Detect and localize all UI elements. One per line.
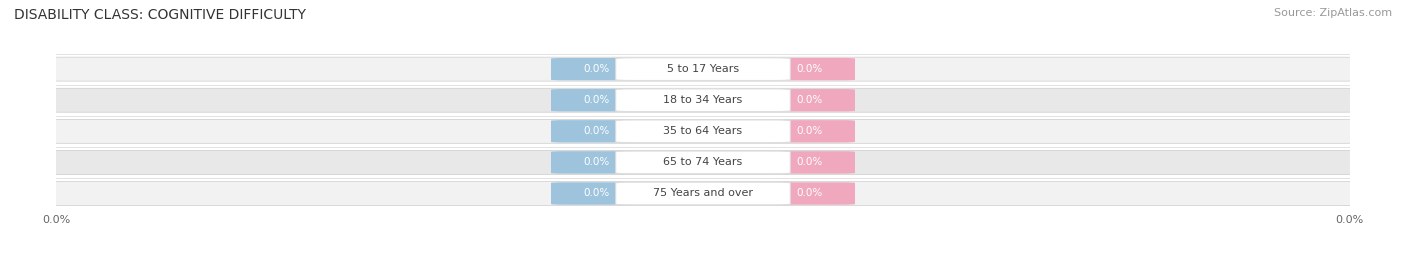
Text: 0.0%: 0.0%: [583, 188, 609, 199]
FancyBboxPatch shape: [616, 58, 790, 80]
Text: Source: ZipAtlas.com: Source: ZipAtlas.com: [1274, 8, 1392, 18]
Text: DISABILITY CLASS: COGNITIVE DIFFICULTY: DISABILITY CLASS: COGNITIVE DIFFICULTY: [14, 8, 307, 22]
FancyBboxPatch shape: [616, 89, 790, 111]
FancyBboxPatch shape: [46, 88, 1360, 112]
Text: 5 to 17 Years: 5 to 17 Years: [666, 64, 740, 74]
Legend: Male, Female: Male, Female: [644, 265, 762, 268]
Text: 0.0%: 0.0%: [583, 64, 609, 74]
Text: 0.0%: 0.0%: [583, 95, 609, 105]
Text: 35 to 64 Years: 35 to 64 Years: [664, 126, 742, 136]
FancyBboxPatch shape: [551, 58, 641, 80]
FancyBboxPatch shape: [616, 182, 790, 205]
FancyBboxPatch shape: [765, 151, 855, 174]
Text: 75 Years and over: 75 Years and over: [652, 188, 754, 199]
Text: 0.0%: 0.0%: [797, 64, 823, 74]
Text: 18 to 34 Years: 18 to 34 Years: [664, 95, 742, 105]
Text: 0.0%: 0.0%: [797, 188, 823, 199]
FancyBboxPatch shape: [616, 120, 790, 143]
FancyBboxPatch shape: [46, 181, 1360, 206]
Text: 0.0%: 0.0%: [797, 95, 823, 105]
FancyBboxPatch shape: [551, 120, 641, 143]
FancyBboxPatch shape: [46, 150, 1360, 174]
FancyBboxPatch shape: [46, 57, 1360, 81]
Text: 0.0%: 0.0%: [583, 157, 609, 168]
Text: 65 to 74 Years: 65 to 74 Years: [664, 157, 742, 168]
Text: 0.0%: 0.0%: [583, 126, 609, 136]
FancyBboxPatch shape: [616, 151, 790, 174]
FancyBboxPatch shape: [551, 182, 641, 205]
FancyBboxPatch shape: [551, 89, 641, 111]
FancyBboxPatch shape: [46, 119, 1360, 143]
FancyBboxPatch shape: [765, 182, 855, 205]
Text: 0.0%: 0.0%: [797, 157, 823, 168]
FancyBboxPatch shape: [551, 151, 641, 174]
FancyBboxPatch shape: [765, 120, 855, 143]
FancyBboxPatch shape: [765, 89, 855, 111]
FancyBboxPatch shape: [765, 58, 855, 80]
Text: 0.0%: 0.0%: [797, 126, 823, 136]
